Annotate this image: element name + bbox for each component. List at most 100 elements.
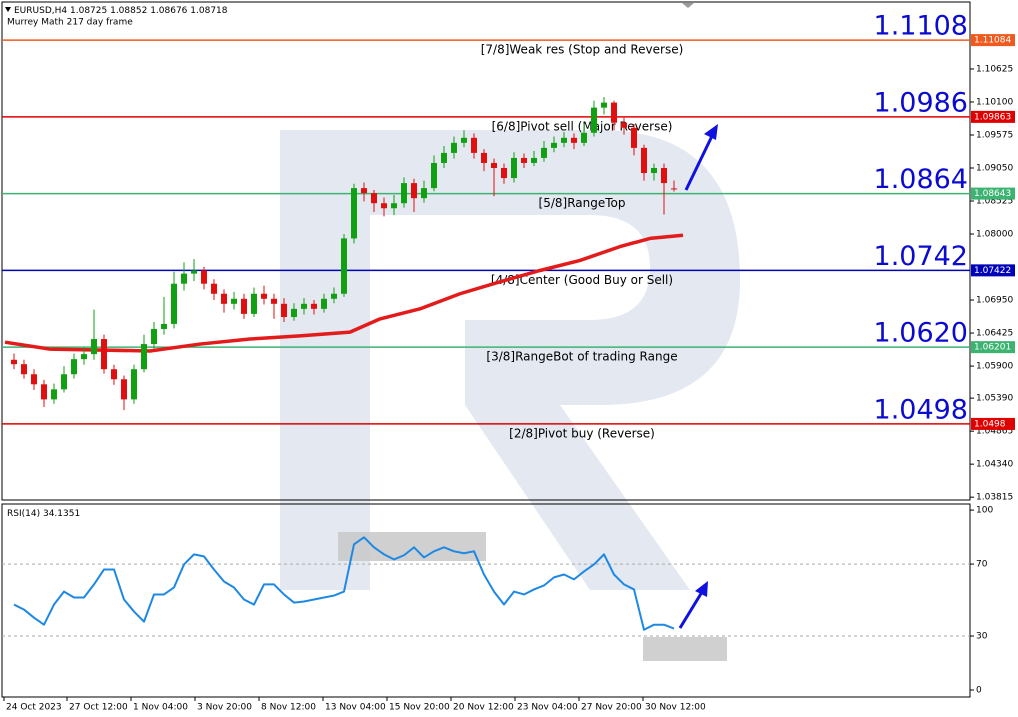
x-tick-label: 23 Nov 04:00 <box>517 703 578 713</box>
y-tick-label: 0 <box>976 685 982 695</box>
candle-body <box>111 369 117 380</box>
candle-body <box>271 298 277 304</box>
price-tag-label: 1.06201 <box>974 343 1011 353</box>
candle-body <box>361 188 367 194</box>
candle-body <box>161 323 167 329</box>
symbol: EURUSD,H4 <box>14 6 67 16</box>
level-label: [7/8]Weak res (Stop and Reverse) <box>481 43 684 57</box>
y-tick-label: 30 <box>976 632 988 642</box>
candle-body <box>91 339 97 355</box>
x-tick-label: 1 Nov 04:00 <box>133 703 188 713</box>
candle-body <box>551 142 557 148</box>
candle-body <box>671 188 677 190</box>
menu-icon[interactable] <box>5 7 11 12</box>
y-tick-label: 70 <box>976 560 988 570</box>
price-tag <box>971 341 1015 354</box>
candle-body <box>471 137 477 153</box>
candle-body <box>451 142 457 153</box>
chart-title: EURUSD,H4 1.08725 1.08852 1.08676 1.0871… <box>14 6 228 16</box>
ohlc-close: 1.08718 <box>190 6 227 16</box>
level-label: [4/8]Center (Good Buy or Sell) <box>491 273 673 287</box>
candle-body <box>651 168 657 174</box>
ohlc-high: 1.08852 <box>110 6 147 16</box>
y-tick-label: 1.10625 <box>976 64 1013 74</box>
moving-average <box>4 233 684 353</box>
candle-body <box>301 303 307 309</box>
candle-body <box>61 374 67 390</box>
candle-body <box>441 152 447 163</box>
candle-body <box>291 308 297 318</box>
watermark-leg <box>465 405 690 590</box>
candle-body <box>541 147 547 158</box>
candle-body <box>311 303 317 309</box>
y-tick-label: 1.04340 <box>976 460 1013 470</box>
price-tag <box>971 264 1015 277</box>
y-tick-label: 1.06950 <box>976 296 1013 306</box>
candle-body <box>591 107 597 133</box>
candle-body <box>281 303 287 318</box>
candle-body <box>11 359 17 365</box>
y-tick-label: 1.03815 <box>976 493 1013 503</box>
arrow-head <box>704 124 718 140</box>
candle-body <box>491 162 497 168</box>
level-label: [3/8]RangeBot of trading Range <box>486 350 677 364</box>
x-tick-label: 30 Nov 12:00 <box>645 703 706 713</box>
candle-body <box>371 193 377 204</box>
y-tick-label: 1.09050 <box>976 164 1013 174</box>
price-tag-label: 1.07422 <box>974 266 1011 276</box>
ohlc-low: 1.08676 <box>150 6 187 16</box>
price-panel <box>1 1 971 501</box>
candle-body <box>171 283 177 324</box>
candle-body <box>71 359 77 375</box>
candle-body <box>621 122 627 128</box>
y-tick-label: 1.04865 <box>976 427 1013 437</box>
rsi-title: RSI(14) 34.1351 <box>7 509 80 519</box>
candle-body <box>131 369 137 400</box>
level-value: 1.0986 <box>874 87 968 118</box>
level-label: [5/8]RangeTop <box>539 196 626 210</box>
rsi-panel <box>1 503 971 698</box>
candle-body <box>381 203 387 209</box>
candle-body <box>31 374 37 385</box>
y-tick-label: 1.08525 <box>976 197 1013 207</box>
candle-body <box>521 157 527 163</box>
candle-body <box>181 273 187 284</box>
y-tick-label: 1.06425 <box>976 329 1013 339</box>
watermark-bar <box>280 130 370 590</box>
level-label: [6/8]Pivot sell (Major Reverse) <box>492 119 673 133</box>
candle-body <box>481 152 487 163</box>
candle-body <box>211 283 217 294</box>
candle-body <box>41 384 47 400</box>
candle-body <box>21 364 27 375</box>
candle-body <box>601 102 607 108</box>
candle-body <box>231 298 237 304</box>
price-tag <box>971 417 1015 430</box>
candle-body <box>331 293 337 299</box>
x-tick-label: 3 Nov 20:00 <box>197 703 252 713</box>
plot-layer: 1.10625 1.10100 1.09575 1.09050 1.08525 1.080… <box>2 11 1015 713</box>
candle-body <box>581 132 587 143</box>
y-tick-label: 1.09575 <box>976 130 1013 140</box>
watermark <box>280 130 740 590</box>
candle-body <box>241 298 247 314</box>
candle-body <box>641 147 647 174</box>
x-tick-label: 24 Oct 2023 <box>6 703 62 713</box>
candle-body <box>81 354 87 360</box>
level-value: 1.0620 <box>874 318 968 349</box>
candle-body <box>151 328 157 345</box>
candle-body <box>401 183 407 204</box>
x-tick-label: 13 Nov 04:00 <box>325 703 386 713</box>
price-tag <box>971 187 1015 200</box>
price-tag-label: 1.11084 <box>974 36 1011 46</box>
candle-body <box>511 157 517 179</box>
candle-body <box>341 238 347 294</box>
level-value: 1.0864 <box>874 164 968 195</box>
candle-body <box>191 270 197 274</box>
rsi-name: RSI(14) <box>7 509 40 519</box>
candle-body <box>141 344 147 370</box>
x-tick-label: 8 Nov 12:00 <box>261 703 316 713</box>
candle-body <box>561 137 567 143</box>
price-tag-label: 1.0498 <box>974 419 1006 429</box>
price-tag-label: 1.09863 <box>974 112 1011 122</box>
candle-body <box>51 389 57 400</box>
